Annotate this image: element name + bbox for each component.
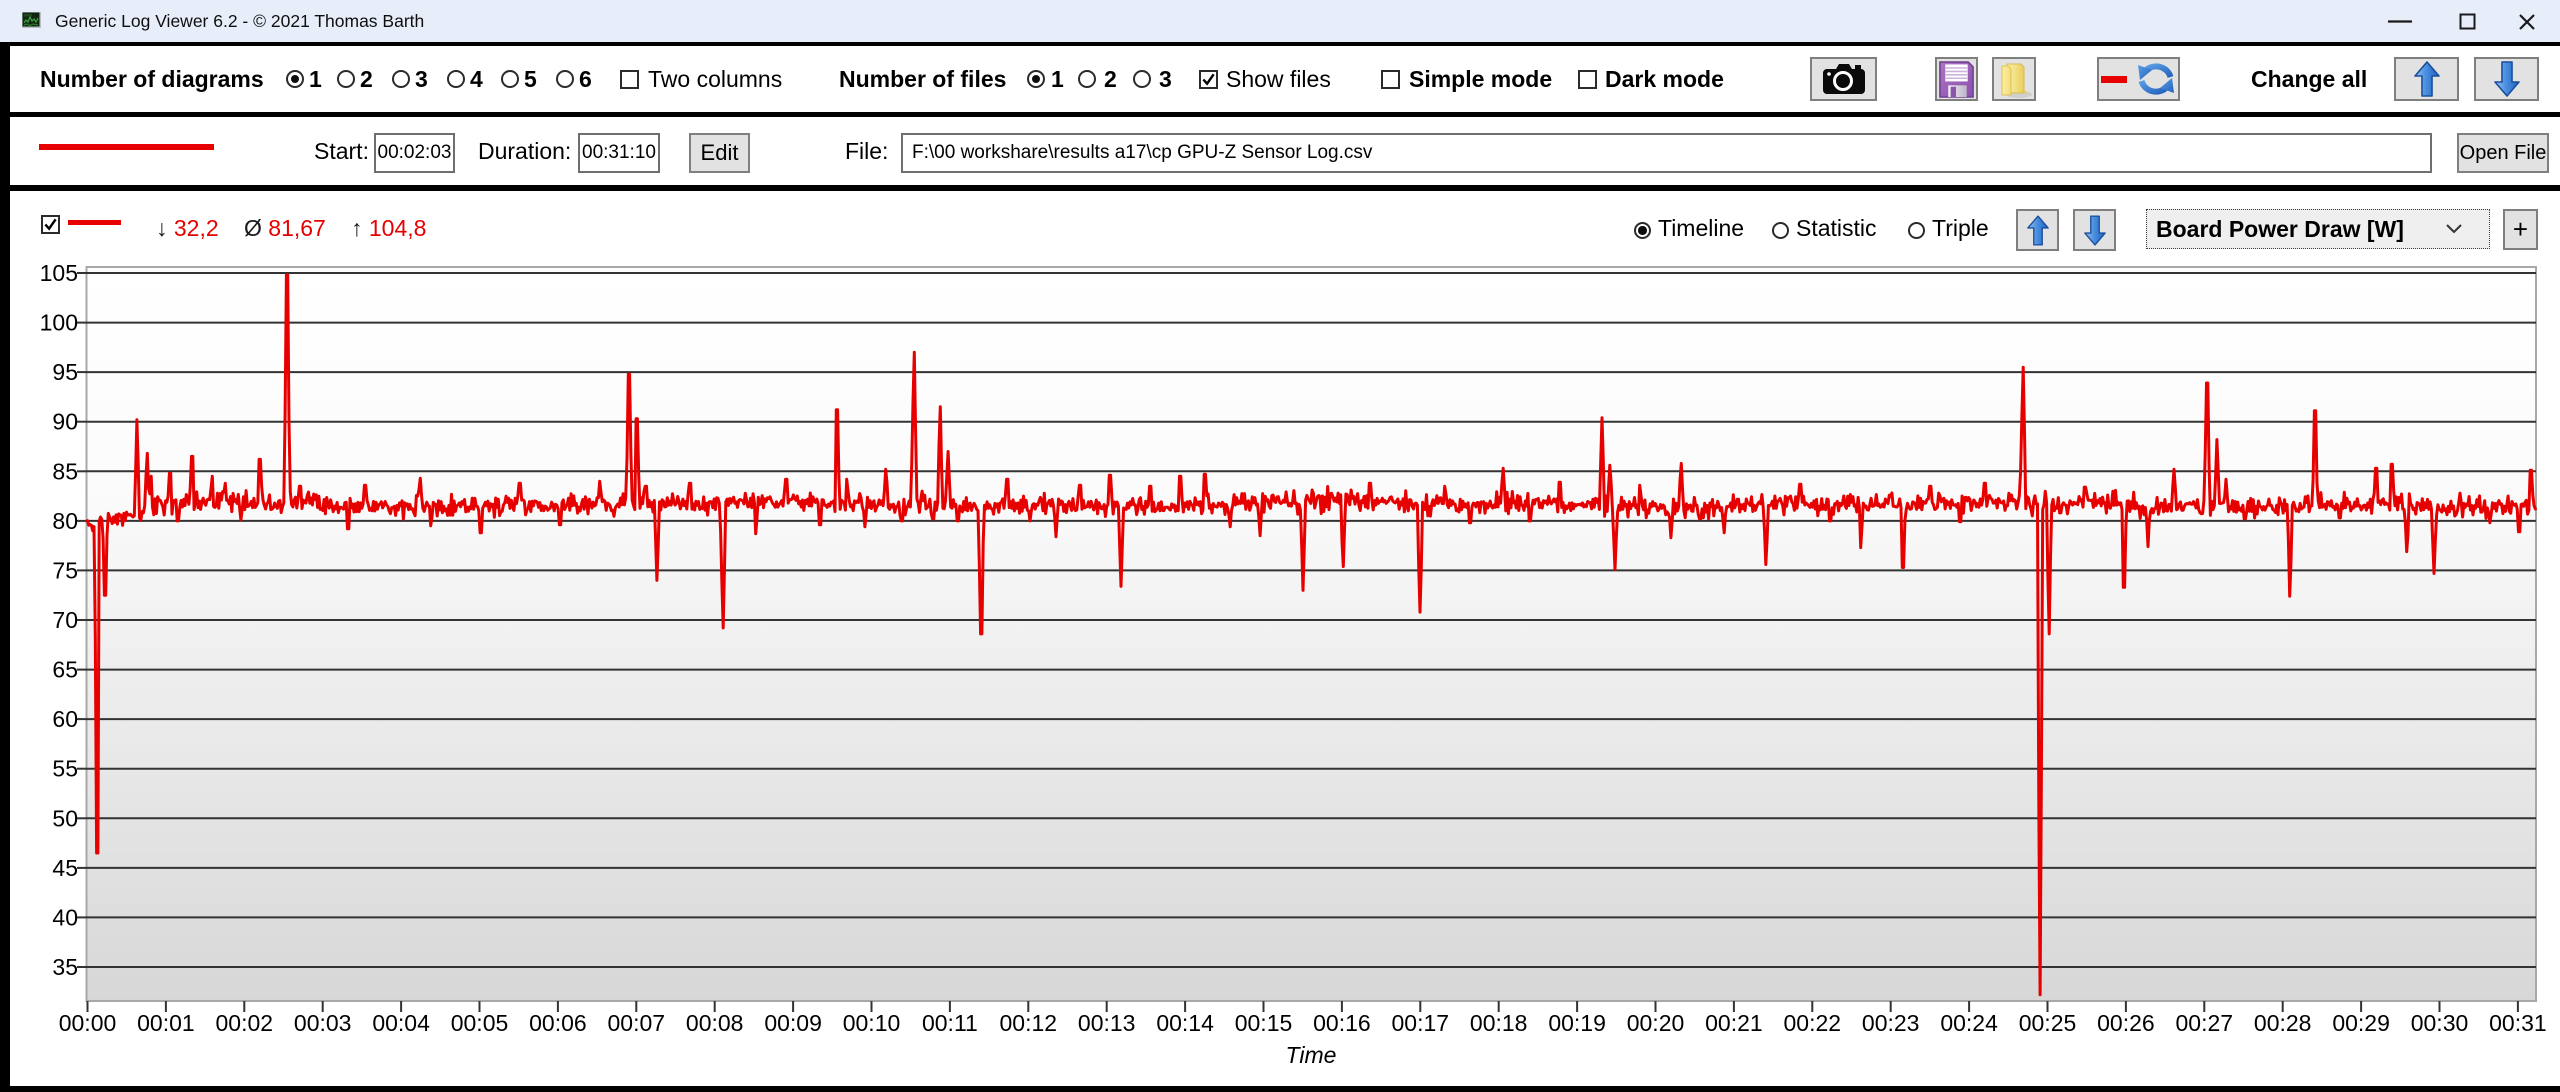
svg-text:00:25: 00:25: [2019, 1010, 2077, 1036]
svg-text:00:29: 00:29: [2332, 1010, 2390, 1036]
svg-text:00:14: 00:14: [1156, 1010, 1214, 1036]
svg-text:Time: Time: [1286, 1042, 1337, 1068]
svg-text:85: 85: [52, 458, 78, 484]
svg-text:00:05: 00:05: [451, 1010, 509, 1036]
svg-text:00:27: 00:27: [2176, 1010, 2234, 1036]
svg-text:00:30: 00:30: [2411, 1010, 2469, 1036]
svg-text:00:21: 00:21: [1705, 1010, 1763, 1036]
svg-text:00:07: 00:07: [608, 1010, 666, 1036]
svg-text:75: 75: [52, 557, 78, 583]
svg-text:100: 100: [40, 310, 78, 336]
svg-text:00:09: 00:09: [764, 1010, 822, 1036]
svg-text:105: 105: [40, 260, 78, 286]
svg-text:95: 95: [52, 359, 78, 385]
svg-text:60: 60: [52, 706, 78, 732]
svg-text:00:08: 00:08: [686, 1010, 744, 1036]
svg-text:65: 65: [52, 657, 78, 683]
svg-text:00:16: 00:16: [1313, 1010, 1371, 1036]
svg-text:00:03: 00:03: [294, 1010, 352, 1036]
svg-text:70: 70: [52, 607, 78, 633]
svg-text:00:04: 00:04: [372, 1010, 430, 1036]
svg-text:00:26: 00:26: [2097, 1010, 2155, 1036]
svg-text:00:01: 00:01: [137, 1010, 195, 1036]
svg-text:35: 35: [52, 954, 78, 980]
svg-text:45: 45: [52, 855, 78, 881]
svg-text:00:15: 00:15: [1235, 1010, 1293, 1036]
svg-text:00:10: 00:10: [843, 1010, 901, 1036]
svg-text:00:11: 00:11: [922, 1010, 978, 1036]
svg-text:00:23: 00:23: [1862, 1010, 1920, 1036]
svg-text:00:28: 00:28: [2254, 1010, 2312, 1036]
svg-text:00:13: 00:13: [1078, 1010, 1136, 1036]
svg-text:40: 40: [52, 904, 78, 930]
svg-text:00:20: 00:20: [1627, 1010, 1685, 1036]
svg-text:00:06: 00:06: [529, 1010, 587, 1036]
svg-text:00:24: 00:24: [1940, 1010, 1998, 1036]
svg-text:80: 80: [52, 508, 78, 534]
svg-text:00:02: 00:02: [216, 1010, 274, 1036]
svg-text:00:31: 00:31: [2489, 1010, 2547, 1036]
svg-text:00:00: 00:00: [59, 1010, 117, 1036]
svg-text:00:19: 00:19: [1548, 1010, 1606, 1036]
svg-text:50: 50: [52, 805, 78, 831]
svg-text:55: 55: [52, 756, 78, 782]
svg-text:90: 90: [52, 409, 78, 435]
svg-text:00:12: 00:12: [1000, 1010, 1058, 1036]
svg-text:00:22: 00:22: [1784, 1010, 1842, 1036]
svg-text:00:17: 00:17: [1392, 1010, 1450, 1036]
svg-text:00:18: 00:18: [1470, 1010, 1528, 1036]
